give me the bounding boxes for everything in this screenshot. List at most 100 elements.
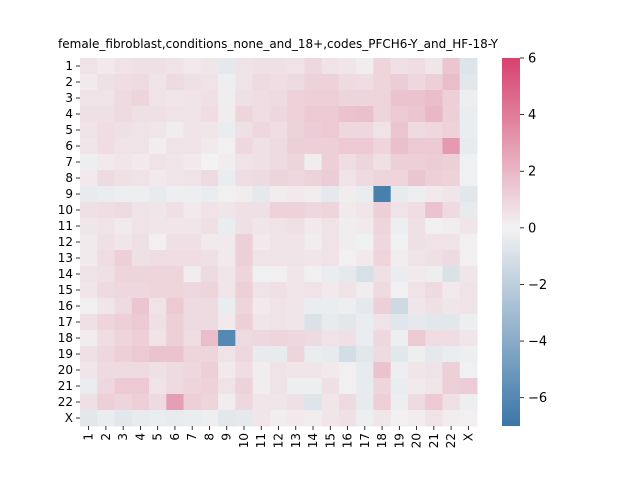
y-tick-label: 11: [58, 219, 73, 233]
y-tick-label: 7: [65, 155, 73, 169]
heatmap-cell-4-15: [321, 106, 340, 123]
heatmap-cell-1-1: [80, 58, 98, 75]
heatmap-cell-20-10: [235, 362, 254, 379]
heatmap-cell-7-2: [97, 154, 116, 171]
heatmap-cell-12-14: [304, 234, 323, 251]
heatmap-cell-2-15: [321, 74, 340, 91]
y-tick-label: 1: [65, 59, 73, 73]
heatmap-cell-15-8: [200, 282, 219, 299]
heatmap-cell-7-1: [80, 154, 98, 171]
heatmap-cell-3-15: [321, 90, 340, 107]
heatmap-cell-20-18: [373, 362, 392, 379]
heatmap-cell-17-22: [442, 314, 461, 331]
heatmap-cell-21-22: [442, 378, 461, 395]
colorbar-tick-label: 6: [528, 52, 536, 67]
heatmap-cell-7-9: [218, 154, 236, 171]
heatmap-cell-X-6: [166, 410, 185, 427]
heatmap-cell-15-10: [235, 282, 254, 299]
heatmap-cell-9-11: [252, 186, 271, 203]
heatmap-cell-9-20: [407, 186, 426, 203]
heatmap-cell-3-5: [149, 90, 167, 107]
heatmap-cell-14-18: [373, 266, 392, 283]
heatmap-cell-5-20: [407, 122, 426, 139]
heatmap-cell-13-13: [287, 250, 305, 267]
heatmap-cell-2-22: [442, 74, 461, 91]
heatmap-cell-19-4: [131, 346, 150, 363]
heatmap-cell-14-11: [252, 266, 271, 283]
heatmap-cell-17-12: [269, 314, 288, 331]
heatmap-cell-10-11: [252, 202, 271, 219]
heatmap-cell-11-6: [166, 218, 185, 235]
heatmap-cell-X-2: [97, 410, 116, 427]
heatmap-cell-21-5: [149, 378, 167, 395]
heatmap-cell-8-9: [218, 170, 236, 187]
heatmap-cell-21-10: [235, 378, 254, 395]
y-tick-label: 21: [58, 379, 73, 393]
heatmap-cell-18-8: [200, 330, 219, 347]
heatmap-cell-14-9: [218, 266, 236, 283]
heatmap-cell-19-2: [97, 346, 116, 363]
x-tick-label: 15: [323, 433, 337, 448]
heatmap-cell-9-7: [183, 186, 202, 203]
heatmap-cell-10-4: [131, 202, 150, 219]
heatmap-cell-5-15: [321, 122, 340, 139]
heatmap-cell-16-1: [80, 298, 98, 315]
heatmap-cells: [80, 58, 478, 427]
heatmap-cell-18-22: [442, 330, 461, 347]
heatmap-cell-2-3: [114, 74, 133, 91]
heatmap-cell-3-6: [166, 90, 185, 107]
colorbar-tick-label: 4: [528, 108, 536, 123]
y-tick-label: 13: [58, 251, 73, 265]
heatmap-cell-16-15: [321, 298, 340, 315]
heatmap-cell-20-20: [407, 362, 426, 379]
heatmap-cell-17-17: [356, 314, 374, 331]
heatmap-cell-X-20: [407, 410, 426, 427]
heatmap-cell-7-5: [149, 154, 167, 171]
heatmap-cell-X-9: [218, 410, 236, 427]
x-tick-label: 22: [444, 433, 458, 448]
heatmap-cell-13-8: [200, 250, 219, 267]
heatmap-cell-18-18: [373, 330, 392, 347]
heatmap-cell-5-6: [166, 122, 185, 139]
heatmap-cell-20-3: [114, 362, 133, 379]
x-tick-label: 3: [116, 433, 130, 441]
heatmap-cell-9-9: [218, 186, 236, 203]
heatmap-cell-7-13: [287, 154, 305, 171]
heatmap-cell-2-20: [407, 74, 426, 91]
heatmap-cell-6-11: [252, 138, 271, 155]
x-tick-label: 12: [272, 433, 286, 448]
heatmap-cell-18-3: [114, 330, 133, 347]
heatmap-cell-10-14: [304, 202, 323, 219]
heatmap-cell-11-12: [269, 218, 288, 235]
y-tick-label: 19: [58, 347, 73, 361]
heatmap-cell-9-22: [442, 186, 461, 203]
heatmap-cell-2-21: [425, 74, 443, 91]
heatmap-cell-22-6: [166, 394, 185, 411]
heatmap-cell-10-12: [269, 202, 288, 219]
heatmap-cell-X-18: [373, 410, 392, 427]
heatmap-cell-8-3: [114, 170, 133, 187]
heatmap-cell-1-11: [252, 58, 271, 75]
heatmap-cell-15-20: [407, 282, 426, 299]
heatmap-cell-4-X: [459, 106, 478, 123]
heatmap-cell-3-7: [183, 90, 202, 107]
heatmap-cell-13-17: [356, 250, 374, 267]
heatmap-cell-17-4: [131, 314, 150, 331]
x-tick-label: 5: [151, 433, 165, 441]
heatmap-cell-15-21: [425, 282, 443, 299]
heatmap-cell-14-19: [390, 266, 409, 283]
heatmap-cell-6-18: [373, 138, 392, 155]
heatmap-cell-4-5: [149, 106, 167, 123]
x-tick-label: X: [461, 433, 475, 441]
heatmap-cell-3-20: [407, 90, 426, 107]
heatmap-cell-11-8: [200, 218, 219, 235]
heatmap-cell-10-19: [390, 202, 409, 219]
heatmap-cell-8-12: [269, 170, 288, 187]
heatmap-cell-17-19: [390, 314, 409, 331]
heatmap-cell-10-8: [200, 202, 219, 219]
x-axis-ticks: 1 2 3 4 5 6 7 8 9 10 11 12 13 14 15 16 17 18 19 20 21 22 X: [82, 426, 475, 448]
heatmap-cell-11-X: [459, 218, 478, 235]
heatmap-cell-18-1: [80, 330, 98, 347]
heatmap-cell-5-10: [235, 122, 254, 139]
